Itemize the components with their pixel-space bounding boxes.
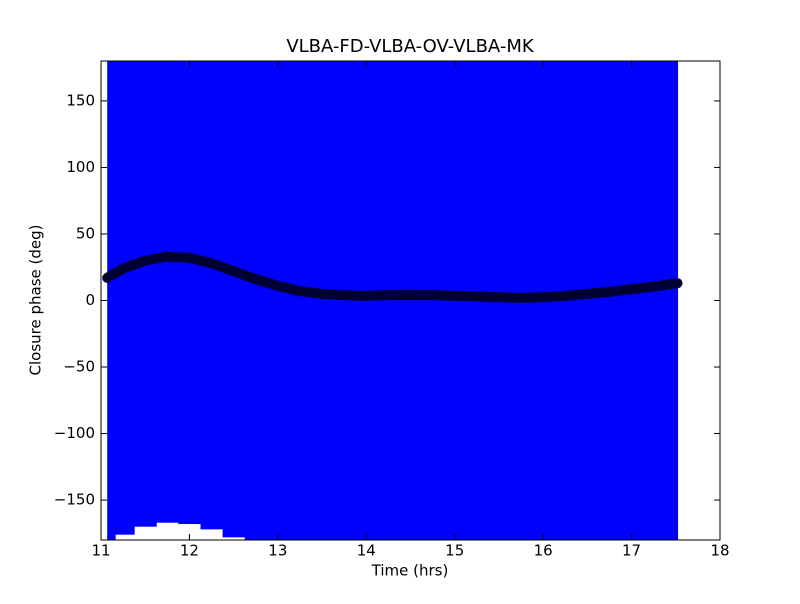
error-bar — [115, 61, 135, 535]
error-bar — [288, 61, 312, 540]
chart-title: VLBA-FD-VLBA-OV-VLBA-MK — [286, 36, 535, 57]
data-point — [140, 255, 151, 266]
x-tick-label: 16 — [534, 542, 553, 560]
error-bar — [200, 61, 224, 530]
data-point — [102, 272, 113, 283]
error-bar — [598, 61, 622, 540]
data-point — [118, 263, 129, 274]
data-point — [228, 266, 239, 277]
data-point — [449, 290, 460, 301]
x-tick-label: 18 — [710, 542, 729, 560]
error-bar — [576, 61, 599, 540]
error-bar — [156, 61, 179, 523]
error-bar — [642, 61, 667, 540]
error-bar — [266, 61, 290, 540]
error-bar — [134, 61, 157, 527]
error-bar — [107, 61, 116, 540]
x-tick-label: 15 — [445, 542, 464, 560]
data-point — [339, 290, 350, 301]
y-tick-label: 100 — [66, 158, 95, 176]
data-point — [560, 290, 571, 301]
y-tick-label: 150 — [66, 91, 95, 109]
data-point — [162, 251, 173, 262]
error-bar — [311, 61, 334, 540]
error-bar — [333, 61, 356, 540]
error-bar — [178, 61, 201, 525]
error-bar — [244, 61, 268, 540]
data-point — [427, 290, 438, 301]
error-bar — [222, 61, 246, 538]
y-tick-label: 50 — [76, 224, 95, 242]
data-point — [672, 278, 683, 289]
x-axis-label: Time (hrs) — [371, 562, 449, 580]
data-point — [294, 286, 305, 297]
data-point — [317, 288, 328, 299]
data-point — [272, 280, 283, 291]
data-point — [516, 292, 527, 303]
y-tick-label: 0 — [85, 291, 95, 309]
error-bar — [620, 61, 644, 540]
data-point — [626, 284, 637, 295]
data-point — [383, 290, 394, 301]
data-point — [538, 292, 549, 303]
error-bar — [665, 61, 679, 540]
data-point — [648, 281, 659, 292]
y-tick-label: −50 — [63, 358, 95, 376]
data-point — [493, 292, 504, 303]
y-tick-label: −100 — [54, 424, 95, 442]
y-tick-label: −150 — [54, 491, 95, 509]
data-point — [206, 258, 217, 269]
data-point — [604, 286, 615, 297]
y-axis-label: Closure phase (deg) — [27, 225, 45, 376]
plot-area — [102, 61, 683, 540]
x-tick-label: 14 — [357, 542, 376, 560]
x-tick-label: 17 — [622, 542, 641, 560]
error-bar — [399, 61, 423, 540]
x-tick-label: 12 — [180, 542, 199, 560]
data-point — [250, 274, 261, 285]
x-tick-label: 11 — [91, 542, 110, 560]
error-bar — [377, 61, 400, 540]
x-tick-label: 13 — [268, 542, 287, 560]
data-point — [361, 290, 372, 301]
data-point — [405, 290, 416, 301]
data-point — [582, 288, 593, 299]
error-bar — [421, 61, 445, 540]
data-point — [471, 291, 482, 302]
data-point — [184, 252, 195, 263]
